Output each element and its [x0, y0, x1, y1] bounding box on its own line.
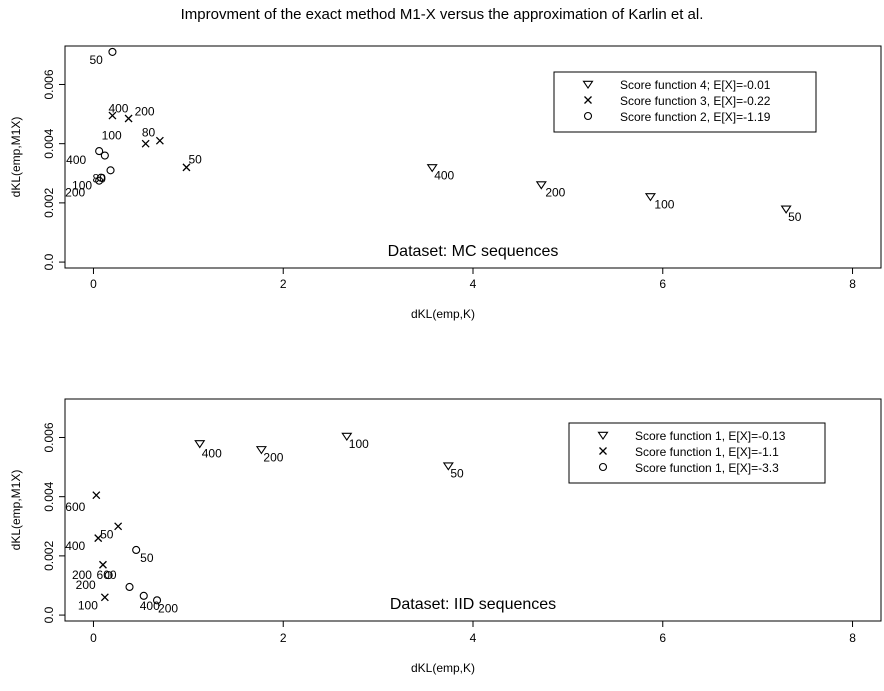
data-point-2-1-2: [114, 522, 123, 531]
point-label-2-1-0: 600: [65, 500, 85, 514]
legend-marker-1-0: [582, 80, 594, 90]
x-tick-label-2-2: 4: [470, 631, 477, 645]
x-tick-label-1-3: 6: [659, 277, 666, 291]
point-label-2-1-1: 400: [65, 539, 85, 553]
point-label-2-0-0: 400: [202, 446, 222, 460]
y-tick-label-1-0: 0.0: [42, 253, 56, 270]
point-label-1-1-4: 50: [188, 152, 202, 166]
data-point-2-1-1: [94, 534, 103, 543]
point-label-1-0-0: 400: [434, 168, 454, 182]
data-point-1-2-0: [95, 147, 104, 156]
legend-marker-2-1: [599, 447, 607, 455]
point-label-1-0-1: 200: [545, 186, 565, 200]
point-label-2-1-4: 100: [78, 598, 98, 612]
data-point-2-2-1: [104, 571, 113, 580]
x-axis-label-2: dKL(emp,K): [411, 661, 475, 675]
y-tick-label-2-2: 0.004: [42, 481, 56, 511]
legend-label-2-1: Score function 1, E[X]=-1.1: [635, 445, 779, 459]
point-label-2-1-2: 50: [100, 527, 114, 541]
data-point-1-1-2: [141, 139, 150, 148]
y-tick-label-2-3: 0.006: [42, 422, 56, 452]
x-tick-label-1-1: 2: [280, 277, 287, 291]
point-label-1-2-5: 50: [89, 53, 103, 67]
legend-label-1-2: Score function 2, E[X]=-1.19: [620, 110, 771, 124]
point-label-1-2-4: 200: [65, 186, 85, 200]
y-tick-label-2-1: 0.002: [42, 541, 56, 571]
x-tick-label-1-0: 0: [90, 277, 97, 291]
chart-main-title: Improvment of the exact method M1-X vers…: [180, 6, 704, 23]
data-point-1-2-4: [95, 176, 104, 185]
data-point-2-2-2: [125, 582, 134, 592]
point-label-2-2-3: 400: [140, 599, 160, 613]
x-tick-label-1-4: 8: [849, 277, 856, 291]
data-point-1-1-0: [108, 111, 117, 120]
y-axis-label-1: dKL(emp,M1X): [9, 117, 23, 198]
data-point-1-2-5: [108, 47, 117, 56]
y-tick-label-2-0: 0.0: [42, 606, 56, 623]
legend-marker-1-2: [583, 111, 593, 121]
point-label-1-1-3: 80: [142, 126, 156, 140]
point-label-1-1-2: 100: [102, 129, 122, 143]
point-label-2-0-1: 200: [263, 450, 283, 464]
y-tick-label-1-3: 0.006: [42, 69, 56, 99]
data-point-2-0-0: [194, 440, 206, 449]
point-label-1-2-0: 400: [66, 153, 86, 167]
data-point-1-0-2: [644, 193, 656, 202]
point-label-2-0-2: 100: [349, 437, 369, 451]
data-point-1-0-0: [426, 164, 438, 173]
legend-label-2-0: Score function 1, E[X]=-0.13: [635, 429, 786, 443]
point-label-2-2-4: 200: [158, 601, 178, 615]
point-label-2-1-3: 200: [72, 568, 92, 582]
y-axis-label-2: dKL(emp,M1X): [9, 470, 23, 551]
legend-box-2: [568, 422, 826, 484]
point-label-1-0-2: 100: [654, 197, 674, 211]
data-point-2-0-3: [442, 462, 454, 471]
data-point-2-1-4: [100, 593, 109, 602]
data-point-2-1-3: [98, 560, 107, 569]
legend-label-2-2: Score function 1, E[X]=-3.3: [635, 461, 779, 475]
legend-label-1-0: Score function 4; E[X]=-0.01: [620, 78, 771, 92]
y-tick-label-1-1: 0.002: [42, 188, 56, 218]
data-point-2-0-2: [341, 432, 353, 442]
point-label-1-1-1: 200: [135, 105, 155, 119]
legend-marker-1-1: [584, 96, 592, 104]
data-point-2-2-3: [139, 591, 148, 600]
point-label-2-2-0: 50: [140, 551, 154, 565]
data-point-1-0-3: [780, 205, 792, 214]
data-point-2-2-0: [132, 545, 141, 555]
data-point-2-1-0: [92, 491, 101, 500]
data-point-1-0-1: [535, 181, 547, 190]
point-label-1-2-3: 100: [72, 179, 92, 193]
point-label-1-1-0: 400: [108, 102, 128, 116]
point-label-2-2-1: 200: [76, 578, 96, 592]
data-point-1-2-1: [100, 151, 109, 160]
dataset-annotation-1: Dataset: MC sequences: [388, 243, 559, 260]
legend-marker-2-0: [597, 431, 609, 441]
legend-label-1-1: Score function 3, E[X]=-0.22: [620, 94, 771, 108]
x-tick-label-2-4: 8: [849, 631, 856, 645]
data-point-1-1-4: [182, 163, 191, 172]
legend-marker-2-2: [598, 462, 608, 472]
y-tick-label-1-2: 0.004: [42, 128, 56, 158]
dataset-annotation-2: Dataset: IID sequences: [390, 596, 556, 613]
x-tick-label-2-3: 6: [659, 631, 666, 645]
x-tick-label-1-2: 4: [470, 277, 477, 291]
data-point-1-1-3: [155, 136, 164, 145]
data-point-2-2-4: [152, 596, 162, 605]
data-point-2-0-1: [255, 446, 267, 455]
x-tick-label-2-0: 0: [90, 631, 97, 645]
data-point-1-2-2: [106, 166, 115, 175]
x-tick-label-2-1: 2: [280, 631, 287, 645]
data-point-1-1-1: [124, 114, 133, 123]
point-label-1-0-3: 50: [788, 210, 802, 224]
x-axis-label-1: dKL(emp,K): [411, 307, 475, 321]
legend-box-1: [553, 71, 817, 133]
point-label-2-0-3: 50: [450, 467, 464, 481]
point-label-2-2-2: 600: [97, 568, 117, 582]
